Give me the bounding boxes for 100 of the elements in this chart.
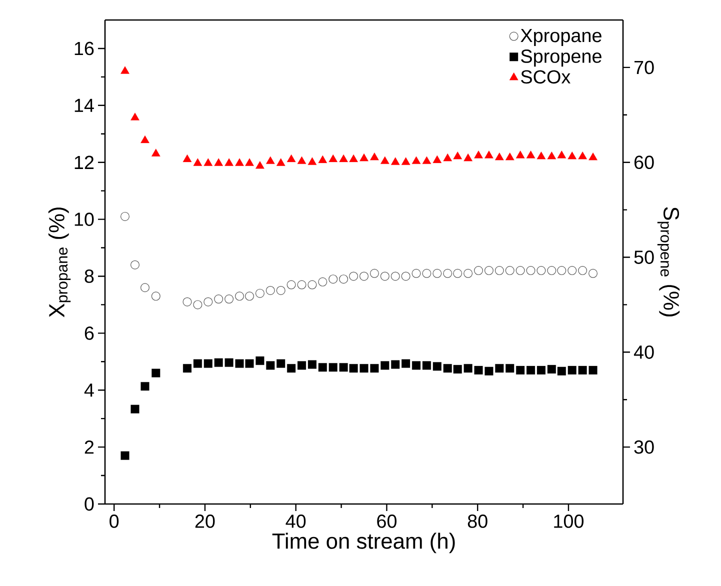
point [339,154,348,162]
point [214,158,224,166]
point [193,359,202,368]
point [130,260,140,270]
point [443,268,452,278]
point [328,363,338,372]
point [578,266,588,276]
point [266,156,275,164]
point [505,266,514,276]
point [245,359,254,368]
point [391,360,400,369]
point [308,280,317,290]
point [474,150,483,158]
point [120,66,130,74]
point [432,362,442,371]
point [390,157,400,165]
point [557,266,566,276]
point [412,361,421,370]
y-tick-label: 6 [84,326,94,340]
x-tick-label: 40 [286,514,306,528]
point [474,266,484,276]
point [318,363,327,372]
point [182,364,192,373]
point [588,268,598,278]
point [526,366,536,374]
point [516,266,525,276]
point [495,364,504,373]
point [588,152,598,160]
point [402,359,410,368]
point [152,368,160,378]
point [526,150,536,158]
point [349,364,358,373]
point [380,272,390,281]
point [557,366,566,376]
point [349,272,358,281]
point [464,364,472,373]
point [506,364,514,373]
y-tick-label: 8 [84,270,94,283]
y-tick-label: 2 [84,440,94,454]
y2-tick-label: 70 [634,60,654,74]
point [297,361,306,370]
point [360,153,368,162]
point [256,161,264,169]
point [370,152,379,160]
point [422,268,432,278]
x-tick-label: 80 [468,514,488,528]
point [182,154,192,162]
point [255,288,264,298]
y2-tick-label: 40 [634,345,654,359]
point [193,300,202,310]
legend-label: SCOx [521,70,570,84]
x-tick-label: 0 [110,514,119,528]
point [484,150,494,158]
point [214,358,223,367]
point [536,152,546,160]
point [547,266,556,276]
point [328,274,338,284]
y-tick-label: 10 [74,212,94,226]
point [276,158,286,166]
point [443,153,452,162]
point [547,364,556,374]
point [547,152,556,160]
point [484,266,494,276]
y-tick-label: 12 [74,156,94,169]
y-axis-title: X$_{propane}$ (%) [48,208,71,318]
point [536,266,546,276]
point [443,364,452,373]
point [151,292,160,301]
point [453,152,462,160]
point [370,364,379,373]
point [140,283,150,292]
point [339,363,348,372]
point [557,150,566,158]
point [297,156,306,164]
point [235,292,244,301]
point [287,364,296,373]
point [286,280,296,290]
point [432,268,442,278]
point [516,150,525,158]
point [130,404,140,414]
y2-tick-label: 30 [634,440,654,454]
x-tick-label: 60 [377,514,396,528]
point [422,156,432,164]
point [412,156,421,164]
point [360,364,368,373]
point [390,272,400,281]
y-tick-label: 14 [74,98,94,112]
point [474,366,483,374]
point [453,364,462,374]
point [505,152,514,160]
point [266,286,275,295]
point [286,154,296,162]
point [401,272,410,281]
point [244,292,254,301]
point [235,158,244,166]
point [224,294,234,304]
point [214,294,224,304]
point [494,152,504,160]
point [568,266,577,276]
point [297,280,306,290]
